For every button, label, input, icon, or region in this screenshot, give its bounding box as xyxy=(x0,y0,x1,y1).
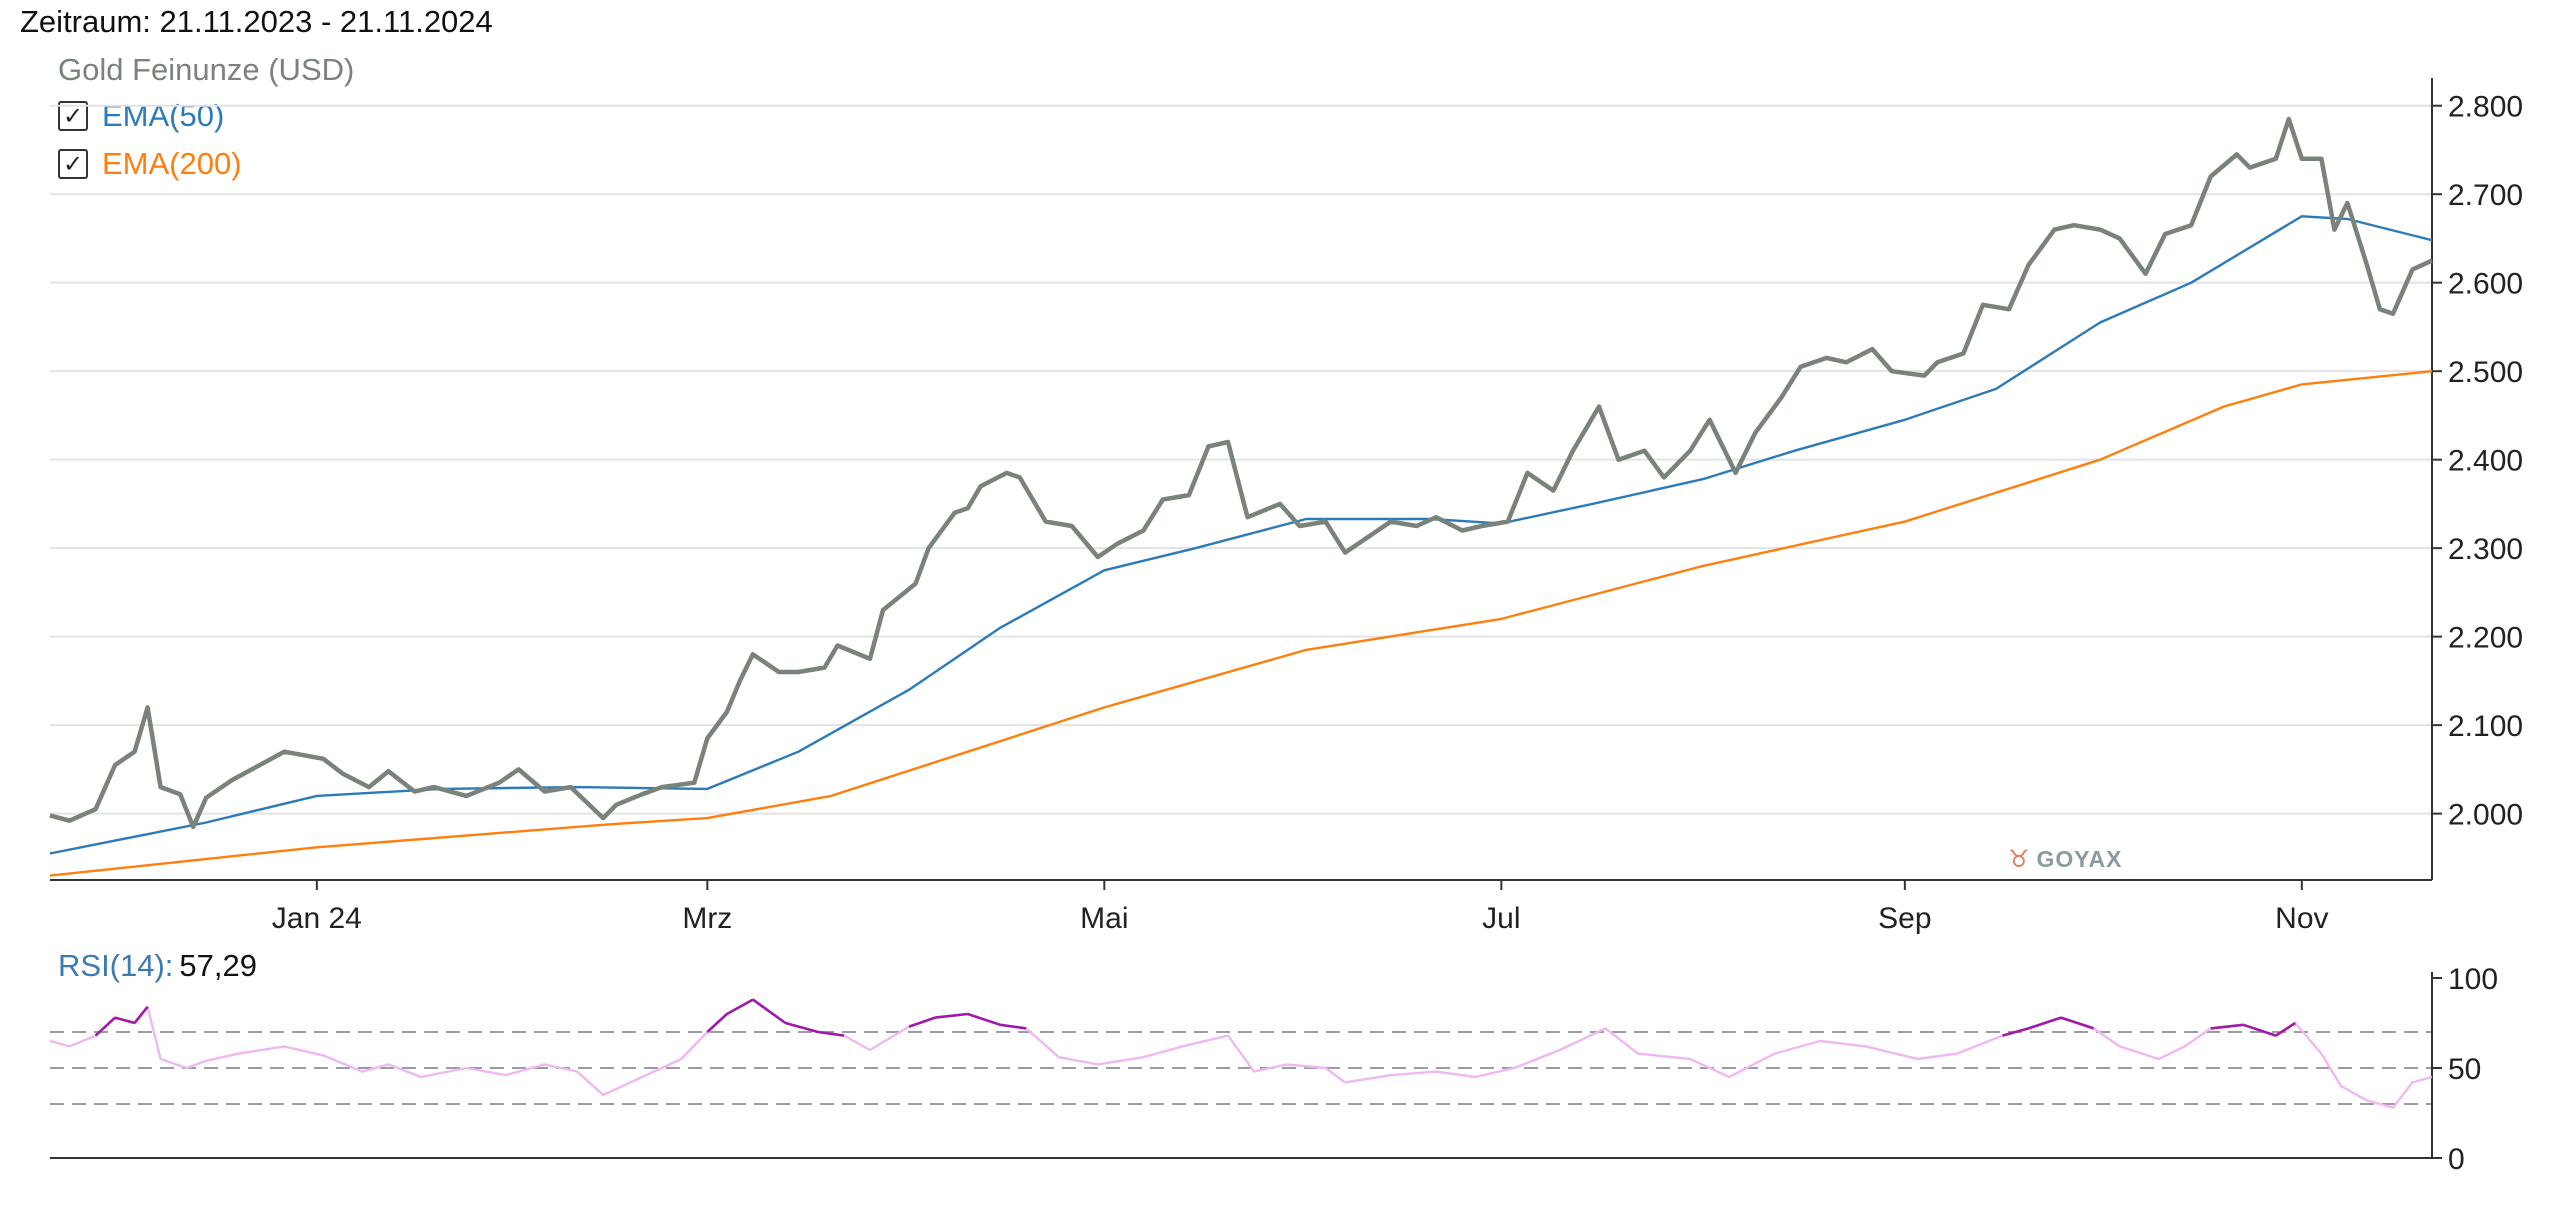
rsi-y-tick-label: 50 xyxy=(2448,1053,2481,1086)
x-tick-label: Jan 24 xyxy=(272,902,362,935)
series-line-rsi-extreme xyxy=(94,998,2297,1037)
rsi-y-tick-label: 100 xyxy=(2448,963,2498,996)
legend-label-ema50: EMA(50) xyxy=(102,98,225,133)
legend-item-ema50[interactable]: ✓ EMA(50) xyxy=(58,98,224,134)
rsi-readout: RSI(14): 57,29 xyxy=(58,948,257,984)
watermark-logo: ♉ GOYAX xyxy=(2008,845,2122,874)
x-tick-label: Nov xyxy=(2275,902,2328,935)
y-tick-label: 2.800 xyxy=(2448,91,2523,124)
y-tick-label: 2.400 xyxy=(2448,445,2523,478)
x-tick-label: Mai xyxy=(1080,902,1128,935)
y-tick-label: 2.200 xyxy=(2448,622,2523,655)
series-label-gold: Gold Feinunze (USD) xyxy=(58,52,355,87)
series-line-ema200 xyxy=(49,370,2433,877)
rsi-value: 57,29 xyxy=(179,948,257,983)
rsi-y-tick-label: 0 xyxy=(2448,1143,2465,1176)
check-icon[interactable]: ✓ xyxy=(58,149,88,179)
page-title: Zeitraum: 21.11.2023 - 21.11.2024 xyxy=(20,4,493,39)
legend-label-ema200: EMA(200) xyxy=(102,146,242,181)
x-tick-label: Mrz xyxy=(682,902,732,935)
y-tick-label: 2.100 xyxy=(2448,710,2523,743)
series-line-gold xyxy=(49,116,2433,830)
rsi-label: RSI(14): xyxy=(58,948,174,983)
y-tick-label: 2.700 xyxy=(2448,179,2523,212)
y-tick-label: 2.500 xyxy=(2448,356,2523,389)
y-tick-label: 2.300 xyxy=(2448,533,2523,566)
legend-item-ema200[interactable]: ✓ EMA(200) xyxy=(58,146,242,182)
watermark-text: GOYAX xyxy=(2036,846,2123,872)
x-tick-label: Jul xyxy=(1482,902,1520,935)
bull-icon: ♉ xyxy=(2008,846,2031,873)
series-line-rsi xyxy=(49,998,2433,1109)
x-tick-label: Sep xyxy=(1878,902,1931,935)
y-tick-label: 2.600 xyxy=(2448,268,2523,301)
y-tick-label: 2.000 xyxy=(2448,799,2523,832)
series-line-ema50 xyxy=(49,215,2433,855)
